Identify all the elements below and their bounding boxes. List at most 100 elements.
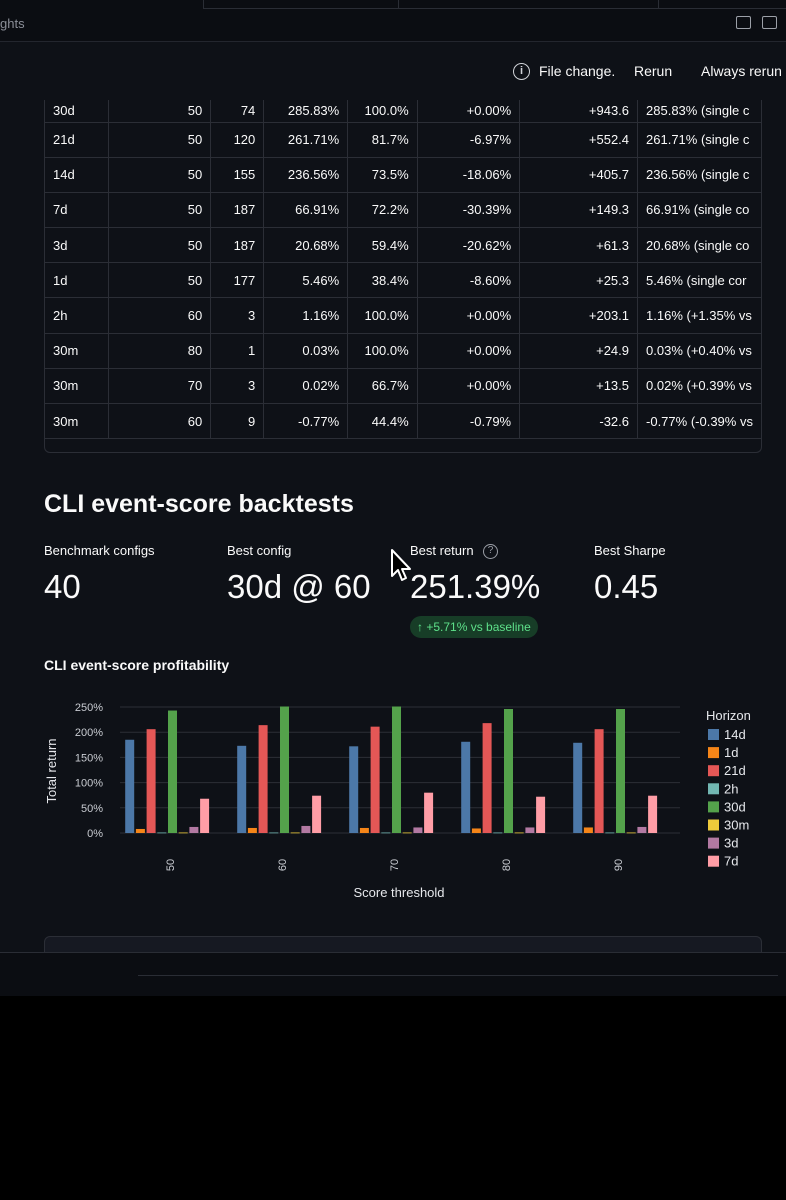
table-cell[interactable]: -0.77% (-0.39% vs [637,403,761,440]
legend-swatch-1d[interactable] [708,747,719,759]
bar-3d-90[interactable] [637,826,647,833]
table-cell[interactable]: 3 [210,297,265,334]
table-cell[interactable]: -32.6 [519,403,639,440]
bar-7d-50[interactable] [200,798,210,833]
bar-3d-70[interactable] [413,827,423,833]
table-cell[interactable]: 1.16% (+1.35% vs [637,297,761,334]
bar-30m-70[interactable] [402,832,412,834]
bar-21d-50[interactable] [146,729,156,833]
table-row[interactable]: 21d 50 120 261.71% 81.7% -6.97% +552.4 261.71% … [45,122,761,158]
table-row[interactable]: 3d 50 187 20.68% 59.4% -20.62% +61.3 20.68% (si… [45,227,761,264]
table-cell[interactable]: -20.62% [417,227,521,264]
legend-label-1d[interactable]: 1d [724,745,738,760]
table-row[interactable]: 7d 50 187 66.91% 72.2% -30.39% +149.3 66.91% (s… [45,192,761,229]
tab-title-fragment[interactable]: ghts [0,16,25,31]
table-cell[interactable]: -8.60% [417,262,521,299]
legend-label-14d[interactable]: 14d [724,727,746,742]
table-cell[interactable]: 30m [45,368,110,405]
table-cell[interactable]: 261.71% (single c [637,122,761,158]
bar-2h-60[interactable] [269,832,279,834]
bar-14d-50[interactable] [125,739,135,833]
table-cell[interactable]: +552.4 [519,122,639,158]
table-cell[interactable]: 20.68% [263,227,349,264]
table-cell[interactable]: +61.3 [519,227,639,264]
bar-30d-90[interactable] [616,709,625,833]
table-row[interactable]: 1d 50 177 5.46% 38.4% -8.60% +25.3 5.46% (singl… [45,262,761,299]
table-cell[interactable]: 50 [108,157,212,193]
table-cell[interactable]: 66.91% (single co [637,192,761,229]
bar-30d-80[interactable] [504,709,513,833]
table-cell[interactable]: 30m [45,333,110,369]
table-cell[interactable]: 1d [45,262,110,299]
bar-1d-60[interactable] [247,827,257,833]
legend-swatch-30m[interactable] [708,819,719,831]
legend-label-30d[interactable]: 30d [724,799,746,814]
bar-30d-50[interactable] [168,710,177,833]
table-cell[interactable]: +943.6 [519,100,639,123]
table-cell[interactable]: 2h [45,297,110,334]
table-cell[interactable]: 1.16% [263,297,349,334]
table-cell[interactable]: 44.4% [347,403,418,440]
table-cell[interactable]: 236.56% (single c [637,157,761,193]
table-cell[interactable]: -0.77% [263,403,349,440]
screen-share-icon[interactable] [736,16,751,29]
bar-1d-90[interactable] [583,827,593,833]
bar-30m-80[interactable] [514,832,524,834]
legend-label-30m[interactable]: 30m [724,818,749,833]
table-cell[interactable]: 50 [108,262,212,299]
legend-swatch-3d[interactable] [708,837,719,849]
table-cell[interactable]: 72.2% [347,192,418,229]
legend-swatch-2h[interactable] [708,783,719,795]
bar-7d-90[interactable] [648,795,658,833]
table-cell[interactable]: 100.0% [347,297,418,334]
table-cell[interactable]: 285.83% (single c [637,100,761,123]
table-cell[interactable]: 100.0% [347,333,418,369]
bar-30m-50[interactable] [178,832,188,834]
bar-3d-80[interactable] [525,827,535,833]
bar-30d-60[interactable] [280,706,289,833]
table-cell[interactable]: 0.02% [263,368,349,405]
table-cell[interactable]: 21d [45,122,110,158]
legend-swatch-30d[interactable] [708,801,719,813]
table-cell[interactable]: 7d [45,192,110,229]
table-cell[interactable]: 70 [108,368,212,405]
table-cell[interactable]: +0.00% [417,333,521,369]
bar-1d-50[interactable] [135,828,145,833]
table-cell[interactable]: -0.79% [417,403,521,440]
legend-label-2h[interactable]: 2h [724,781,738,796]
bar-21d-70[interactable] [370,726,380,833]
bar-30d-70[interactable] [392,706,401,833]
bar-2h-50[interactable] [157,832,167,834]
table-row[interactable]: 2h 60 3 1.16% 100.0% +0.00% +203.1 1.16% (+1.35… [45,297,761,334]
bar-1d-80[interactable] [471,828,481,833]
table-cell[interactable]: +13.5 [519,368,639,405]
legend-swatch-21d[interactable] [708,765,719,777]
table-row[interactable]: 30m 60 9 -0.77% 44.4% -0.79% -32.6 -0.77% (-0.3… [45,403,761,440]
bar-14d-60[interactable] [237,745,247,833]
bar-7d-70[interactable] [424,792,434,833]
bar-2h-80[interactable] [493,832,503,834]
table-cell[interactable]: +25.3 [519,262,639,299]
bar-14d-80[interactable] [461,741,471,833]
table-cell[interactable]: 5.46% [263,262,349,299]
rerun-button[interactable]: Rerun [634,63,673,79]
table-cell[interactable]: 1 [210,333,265,369]
table-cell[interactable]: 100.0% [347,100,418,123]
table-cell[interactable]: 74 [210,100,265,123]
table-cell[interactable]: 155 [210,157,265,193]
table-row[interactable]: 14d 50 155 236.56% 73.5% -18.06% +405.7 236.56%… [45,157,761,193]
table-cell[interactable]: 20.68% (single co [637,227,761,264]
legend-label-7d[interactable]: 7d [724,854,738,869]
table-cell[interactable]: 120 [210,122,265,158]
table-cell[interactable]: -6.97% [417,122,521,158]
table-cell[interactable]: 3d [45,227,110,264]
always-rerun-button[interactable]: Always rerun [701,63,782,79]
bar-7d-80[interactable] [536,796,546,833]
legend-label-3d[interactable]: 3d [724,836,738,851]
bar-14d-90[interactable] [573,742,583,833]
table-cell[interactable]: 66.91% [263,192,349,229]
legend-swatch-14d[interactable] [708,729,719,740]
bar-30m-60[interactable] [290,832,300,834]
bar-21d-90[interactable] [594,729,604,833]
table-cell[interactable]: 66.7% [347,368,418,405]
